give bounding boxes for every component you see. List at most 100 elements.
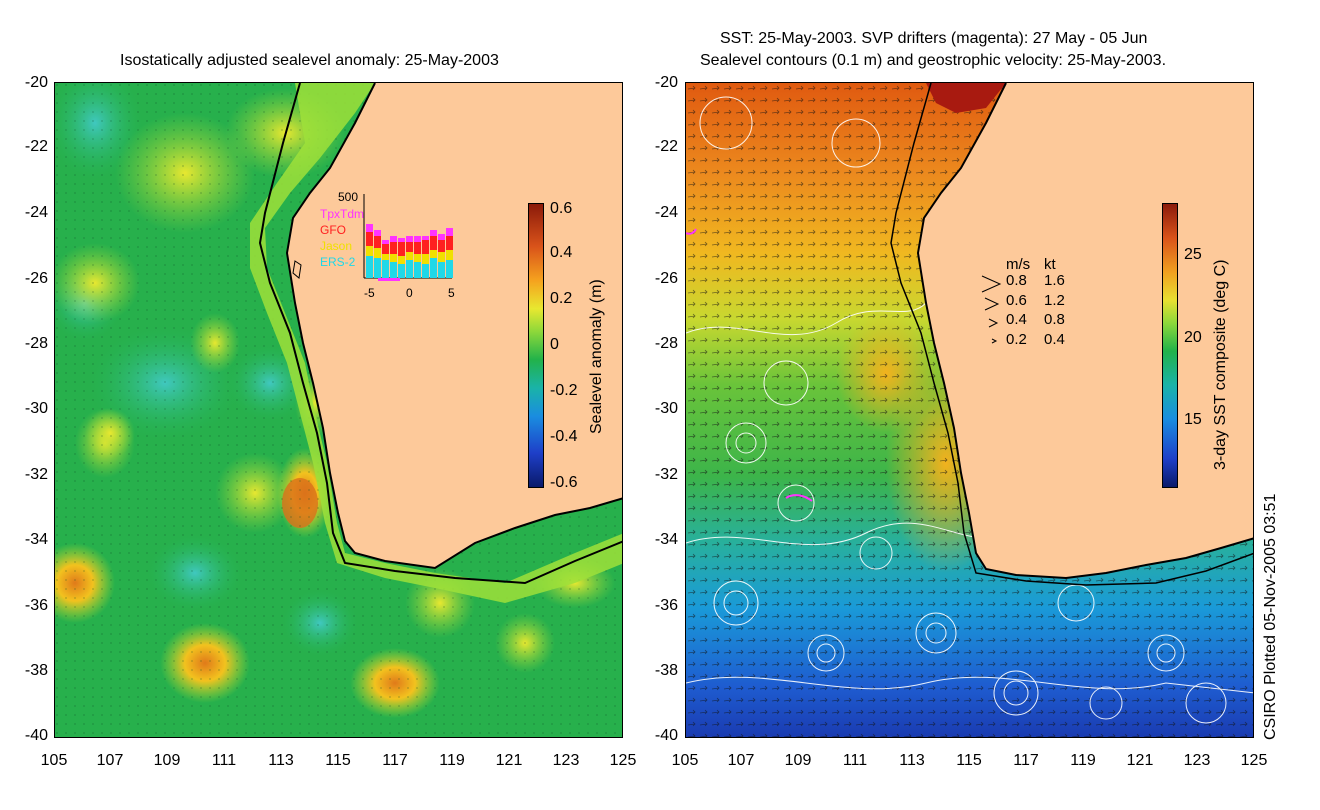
histogram-bar bbox=[390, 262, 397, 278]
x-tick: 121 bbox=[1126, 752, 1154, 769]
y-tick: -40 bbox=[24, 727, 48, 744]
colorbar-tick: 0.6 bbox=[550, 200, 573, 217]
histogram-bar bbox=[390, 236, 397, 242]
x-tick: 113 bbox=[268, 752, 294, 769]
histogram-bar bbox=[382, 260, 389, 278]
x-tick: 115 bbox=[956, 752, 982, 769]
y-tick: -36 bbox=[24, 597, 48, 614]
y-tick: -22 bbox=[654, 138, 678, 155]
histogram-bar bbox=[390, 242, 397, 254]
colorbar-tick: -0.4 bbox=[550, 428, 578, 445]
histogram-bar bbox=[398, 238, 405, 242]
histogram-bar bbox=[438, 240, 445, 252]
histogram-bar bbox=[422, 254, 429, 264]
x-tick: 119 bbox=[1070, 752, 1096, 769]
colorbar-tick: 0 bbox=[550, 336, 559, 353]
velocity-row-ms: 0.6 bbox=[1006, 292, 1027, 309]
histogram-bar bbox=[414, 236, 421, 242]
histogram-bar bbox=[374, 230, 381, 236]
colorbar-tick: 20 bbox=[1184, 329, 1202, 346]
velocity-header-kt: kt bbox=[1044, 256, 1056, 273]
velocity-row-kt: 1.6 bbox=[1044, 272, 1065, 289]
histogram-bar bbox=[414, 262, 421, 278]
y-tick: -38 bbox=[654, 662, 678, 679]
velocity-row-ms: 0.2 bbox=[1006, 331, 1027, 348]
legend-gfo: GFO bbox=[320, 223, 346, 237]
histogram-bar bbox=[438, 262, 445, 278]
x-tick: 115 bbox=[325, 752, 351, 769]
hist-x-tick: -5 bbox=[364, 286, 375, 300]
legend-jason: Jason bbox=[320, 239, 353, 253]
histogram-bar bbox=[430, 258, 437, 278]
histogram-bar bbox=[374, 248, 381, 258]
y-tick: -28 bbox=[24, 335, 48, 352]
colorbar-tick: -0.2 bbox=[550, 382, 578, 399]
histogram-bar bbox=[446, 250, 453, 260]
histogram-bar bbox=[390, 254, 397, 262]
colorbar-tick: 15 bbox=[1184, 411, 1202, 428]
histogram-bar bbox=[366, 256, 373, 278]
legend-ers2: ERS-2 bbox=[320, 255, 356, 269]
y-tick: -26 bbox=[654, 270, 678, 287]
x-tick: 109 bbox=[153, 752, 181, 769]
histogram-bar bbox=[406, 242, 413, 252]
right-panel-title-line2: Sealevel contours (0.1 m) and geostrophi… bbox=[700, 52, 1167, 69]
velocity-row-kt: 0.4 bbox=[1044, 331, 1065, 348]
y-tick: -24 bbox=[24, 204, 48, 221]
histogram-bar bbox=[398, 256, 405, 264]
colorbar-tick: -0.6 bbox=[550, 474, 578, 491]
y-tick: -30 bbox=[24, 400, 48, 417]
y-tick: -28 bbox=[654, 335, 678, 352]
colorbar-label: 3-day SST composite (deg C) bbox=[1212, 259, 1229, 470]
y-tick: -40 bbox=[654, 727, 678, 744]
x-tick: 121 bbox=[495, 752, 523, 769]
velocity-arrow-icon bbox=[981, 275, 1002, 293]
histogram-bar bbox=[446, 228, 453, 236]
x-tick: 107 bbox=[96, 752, 124, 769]
credit-text: CSIRO Plotted 05-Nov-2005 03:51 bbox=[1262, 493, 1279, 740]
histogram-bar bbox=[414, 242, 421, 254]
x-tick: 119 bbox=[439, 752, 465, 769]
y-tick: -20 bbox=[24, 74, 48, 91]
y-tick: -34 bbox=[654, 531, 678, 548]
histogram-bar bbox=[374, 258, 381, 278]
x-tick: 105 bbox=[40, 752, 68, 769]
histogram-bar bbox=[398, 242, 405, 256]
hist-x-tick: 5 bbox=[448, 286, 455, 300]
x-tick: 123 bbox=[1183, 752, 1211, 769]
histogram-bar bbox=[446, 260, 453, 278]
histogram-bar bbox=[406, 236, 413, 242]
x-tick: 111 bbox=[842, 752, 868, 769]
left-panel-title: Isostatically adjusted sealevel anomaly:… bbox=[120, 52, 499, 69]
histogram-bar bbox=[430, 250, 437, 258]
histogram-bar bbox=[366, 246, 373, 256]
right-panel-title-line1: SST: 25-May-2003. SVP drifters (magenta)… bbox=[720, 30, 1148, 47]
colorbar-tick: 0.4 bbox=[550, 244, 573, 261]
x-tick: 107 bbox=[727, 752, 755, 769]
histogram-bar bbox=[438, 234, 445, 240]
velocity-row-kt: 0.8 bbox=[1044, 311, 1065, 328]
x-tick: 109 bbox=[784, 752, 812, 769]
histogram-bar bbox=[366, 224, 373, 232]
histogram-bar bbox=[382, 240, 389, 244]
y-tick: -30 bbox=[654, 400, 678, 417]
y-tick: -36 bbox=[654, 597, 678, 614]
y-tick: -22 bbox=[24, 138, 48, 155]
histogram-ymax: 500 bbox=[338, 190, 359, 204]
histogram-bar bbox=[422, 264, 429, 278]
histogram-bar bbox=[382, 244, 389, 254]
velocity-row-ms: 0.4 bbox=[1006, 311, 1027, 328]
histogram-bar bbox=[446, 236, 453, 250]
histogram-bar bbox=[398, 264, 405, 278]
y-tick: -26 bbox=[24, 270, 48, 287]
colorbar-label: Sealevel anomaly (m) bbox=[588, 279, 605, 434]
x-tick: 117 bbox=[1013, 752, 1039, 769]
legend-tpxtdm: TpxTdm bbox=[320, 207, 365, 221]
histogram-bar bbox=[374, 236, 381, 248]
y-tick: -24 bbox=[654, 204, 678, 221]
histogram-bar bbox=[406, 260, 413, 278]
histogram-bar bbox=[422, 240, 429, 254]
hist-x-tick: 0 bbox=[406, 286, 413, 300]
x-tick: 111 bbox=[211, 752, 237, 769]
histogram-bar bbox=[430, 230, 437, 236]
